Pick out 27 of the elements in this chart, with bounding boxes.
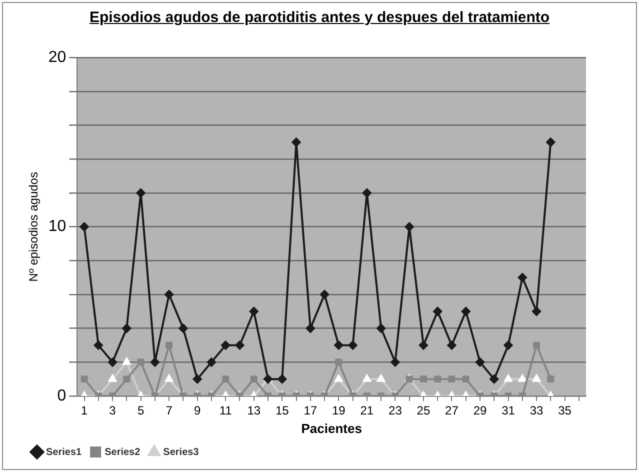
x-tick-label: 27 xyxy=(445,404,459,418)
legend-label: Series1 xyxy=(46,446,82,458)
x-tick-label: 7 xyxy=(166,404,173,418)
x-tick-label: 17 xyxy=(304,404,318,418)
x-tick-label: 1 xyxy=(80,404,88,418)
y-tick-label: 0 xyxy=(57,387,66,404)
x-tick-label: 25 xyxy=(416,404,430,418)
legend-label: Series2 xyxy=(104,446,141,458)
chart-title: Episodios agudos de parotiditis antes y despues del tratamiento xyxy=(88,9,551,26)
x-tick-label: 35 xyxy=(558,404,572,418)
x-tick-label: 23 xyxy=(388,404,402,418)
x-tick-label: 19 xyxy=(332,404,346,418)
legend-label: Series3 xyxy=(163,446,200,458)
x-tick-label: 33 xyxy=(530,404,544,418)
x-tick-label: 13 xyxy=(247,404,261,418)
x-tick-label: 31 xyxy=(502,404,516,418)
x-tick-label: 11 xyxy=(219,404,232,418)
y-tick-label: 20 xyxy=(48,49,66,66)
x-tick-label: 29 xyxy=(473,404,487,418)
x-axis-title: Pacientes xyxy=(301,420,362,436)
y-axis-title: Nº episodios agudos xyxy=(26,172,41,282)
x-tick-label: 15 xyxy=(275,404,290,418)
x-tick-label: 3 xyxy=(109,404,116,418)
x-tick-label: 5 xyxy=(137,404,144,418)
x-tick-label: 21 xyxy=(360,404,374,418)
y-tick-label: 10 xyxy=(48,218,66,236)
x-tick-label: 9 xyxy=(194,404,201,418)
